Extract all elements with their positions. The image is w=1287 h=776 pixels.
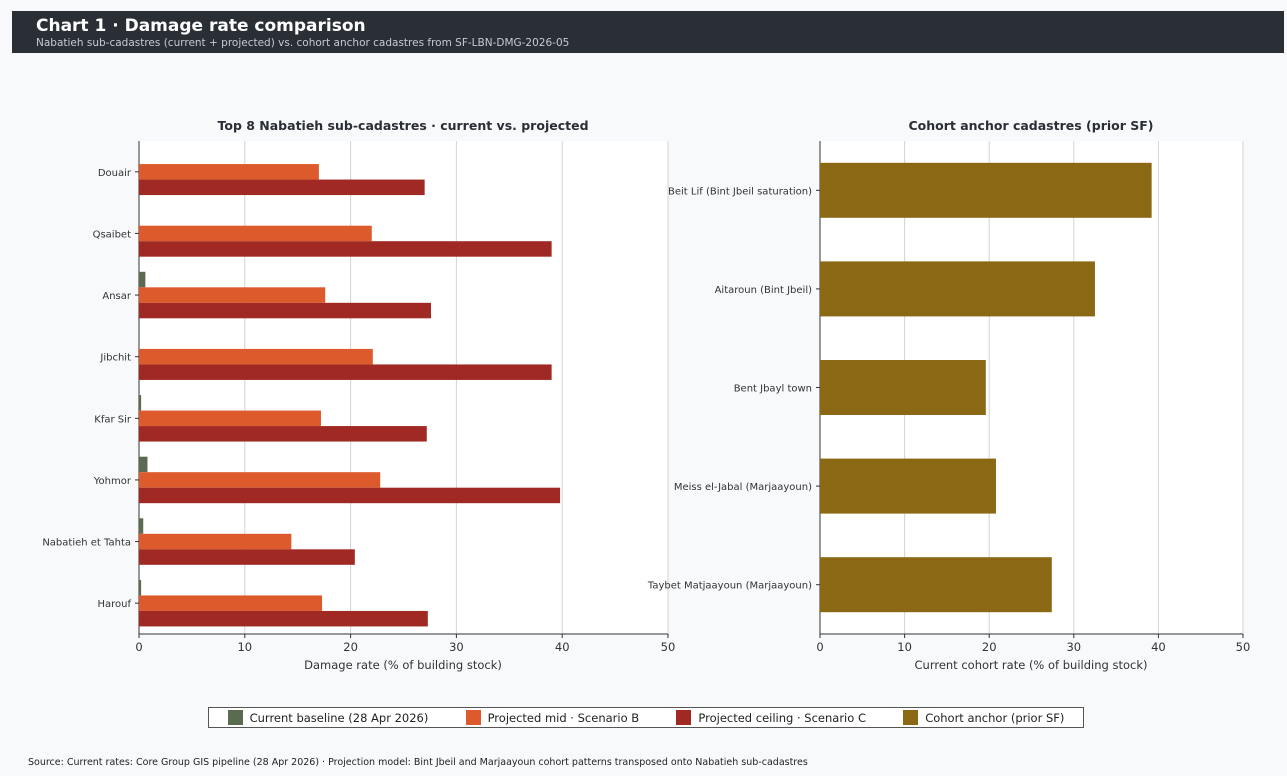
right-bar xyxy=(820,360,986,415)
right-plot-area xyxy=(820,141,1243,634)
right-x-tick-label: 50 xyxy=(1236,640,1251,654)
chart-title: Chart 1 · Damage rate comparison xyxy=(36,16,366,36)
legend-swatch-mid xyxy=(465,710,481,725)
chart-subtitle: Nabatieh sub-cadastres (current + projec… xyxy=(36,37,570,49)
legend-label-mid: Projected mid · Scenario B xyxy=(487,710,640,725)
left-y-tick-label: Kfar Sir xyxy=(94,414,132,425)
left-bar xyxy=(139,410,321,427)
left-bar xyxy=(139,426,427,442)
right-chart-xlabel: Current cohort rate (% of building stock… xyxy=(915,658,1148,672)
right-y-tick-label: Bent Jbayl town xyxy=(734,384,812,395)
left-bar xyxy=(139,364,552,380)
right-y-tick-label: Meiss el-Jabal (Marjaayoun) xyxy=(674,482,812,493)
right-y-tick-label: Taybet Matjaayoun (Marjaayoun) xyxy=(647,581,812,592)
right-x-tick-label: 40 xyxy=(1151,640,1166,654)
left-bar xyxy=(139,164,319,180)
legend-item-cohort: Cohort anchor (prior SF) xyxy=(903,710,1064,725)
left-bar xyxy=(139,549,355,565)
left-x-tick-label: 30 xyxy=(449,640,464,654)
left-bar xyxy=(139,179,425,196)
left-y-tick-label: Yohmor xyxy=(93,476,132,487)
legend-swatch-current xyxy=(227,710,243,725)
legend-item-ceiling: Projected ceiling · Scenario C xyxy=(676,710,866,725)
left-x-tick-label: 50 xyxy=(661,640,676,654)
legend-swatch-cohort xyxy=(903,710,919,725)
left-bar xyxy=(139,518,144,534)
right-bar xyxy=(820,261,1095,317)
left-x-tick-label: 0 xyxy=(135,640,142,654)
left-y-tick-label: Douair xyxy=(98,168,132,179)
left-bar xyxy=(139,225,372,242)
left-chart-xlabel: Damage rate (% of building stock) xyxy=(304,658,502,672)
left-y-tick-label: Harouf xyxy=(97,599,131,610)
left-bar xyxy=(139,287,326,303)
legend-label-current: Current baseline (28 Apr 2026) xyxy=(249,710,429,725)
left-y-tick-label: Jibchit xyxy=(99,353,131,364)
left-x-tick-label: 10 xyxy=(237,640,252,654)
right-y-tick-label: Beit Lif (Bint Jbeil saturation) xyxy=(668,186,812,197)
left-bar xyxy=(139,348,373,365)
right-x-tick-label: 0 xyxy=(816,640,823,654)
legend-swatch-ceiling xyxy=(676,710,692,725)
right-plot: 0 10 20 30 40 50 Beit Lif (Bint Jbeil saturati… xyxy=(647,141,1250,654)
source-note: Source: Current rates: Core Group GIS pi… xyxy=(28,757,808,768)
left-bar xyxy=(139,241,552,257)
left-plot-area xyxy=(139,141,668,634)
left-y-tick-label: Qsaibet xyxy=(93,229,131,240)
left-y-tick-label: Nabatieh et Tahta xyxy=(42,538,131,549)
right-x-tick-label: 20 xyxy=(982,640,997,654)
left-bar xyxy=(139,487,561,504)
left-y-tick-label: Ansar xyxy=(102,291,132,302)
right-x-tick-label: 10 xyxy=(897,640,912,654)
left-x-tick-label: 40 xyxy=(555,640,570,654)
left-chart-title: Top 8 Nabatieh sub-cadastres · current v… xyxy=(217,118,588,133)
left-bar xyxy=(139,395,142,411)
legend: Current baseline (28 Apr 2026) Projected… xyxy=(208,707,1084,728)
left-bar xyxy=(139,456,148,473)
left-bar xyxy=(139,533,292,550)
right-chart-title: Cohort anchor cadastres (prior SF) xyxy=(908,118,1153,133)
left-x-tick-label: 20 xyxy=(343,640,358,654)
right-bar xyxy=(820,458,996,514)
right-x-tick-label: 30 xyxy=(1066,640,1081,654)
left-bar xyxy=(139,579,142,596)
left-bar xyxy=(139,595,323,611)
chart-header: Chart 1 · Damage rate comparison Nabatie… xyxy=(12,11,1284,53)
right-bar xyxy=(820,557,1052,613)
left-plot: 0 10 20 30 40 50 Douair Qsaibet Ansar Jibchit Kfar… xyxy=(42,141,675,654)
legend-item-mid: Projected mid · Scenario B xyxy=(465,710,640,725)
left-bar xyxy=(139,271,146,288)
left-bar xyxy=(139,472,381,488)
right-y-tick-label: Aitaroun (Bint Jbeil) xyxy=(715,285,813,296)
legend-label-cohort: Cohort anchor (prior SF) xyxy=(925,710,1065,725)
left-bar xyxy=(139,302,432,319)
legend-item-current: Current baseline (28 Apr 2026) xyxy=(227,710,429,725)
left-bar xyxy=(139,610,428,627)
legend-label-ceiling: Projected ceiling · Scenario C xyxy=(698,710,866,725)
right-bar xyxy=(820,162,1152,218)
